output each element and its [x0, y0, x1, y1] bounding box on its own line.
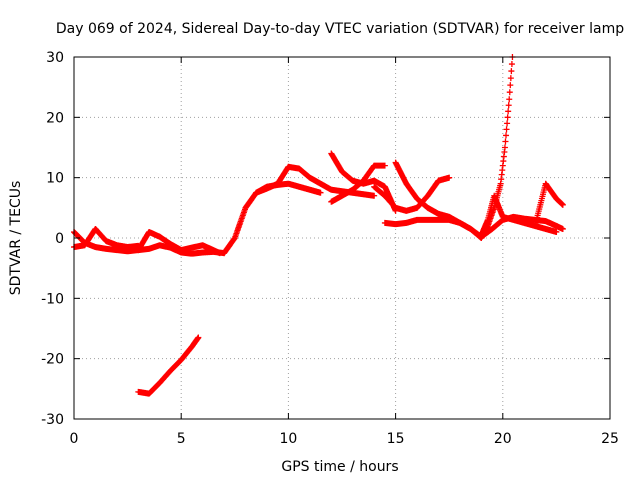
y-tick-label: 20 — [46, 110, 64, 126]
series-track-11 — [371, 174, 453, 214]
y-tick-label: -20 — [41, 352, 64, 368]
x-tick-label: 10 — [279, 431, 297, 447]
series-track-15 — [531, 180, 566, 229]
x-tick-label: 0 — [70, 431, 79, 447]
series-track-14 — [478, 192, 560, 238]
y-tick-label: 10 — [46, 171, 64, 187]
series-track-8 — [328, 162, 388, 205]
series-track-3 — [135, 228, 223, 257]
data-marker-path — [531, 180, 566, 229]
y-tick-label: -30 — [41, 412, 64, 428]
chart-title: Day 069 of 2024, Sidereal Day-to-day VTE… — [56, 21, 624, 37]
data-points — [71, 54, 566, 397]
x-tick-label: 15 — [387, 431, 405, 447]
data-marker-path — [135, 334, 202, 397]
axis-ticks: 0 5 10 15 20 25 -30 -20 -10 0 10 20 30 — [41, 50, 619, 447]
data-marker-path — [371, 174, 453, 214]
data-marker-path — [381, 216, 485, 240]
series-track-6 — [135, 334, 202, 397]
x-tick-label: 5 — [177, 431, 186, 447]
x-tick-label: 25 — [601, 431, 619, 447]
y-tick-label: 30 — [46, 50, 64, 66]
x-tick-label: 20 — [494, 431, 512, 447]
y-axis-label: SDTVAR / TECUs — [8, 181, 24, 296]
y-tick-label: -10 — [41, 291, 64, 307]
x-axis-label: GPS time / hours — [281, 459, 398, 475]
series-track-10 — [381, 216, 485, 240]
grid — [74, 57, 610, 419]
y-tick-label: 0 — [55, 231, 64, 247]
data-marker-path — [478, 192, 560, 238]
data-marker-path — [135, 228, 223, 257]
data-marker-path — [328, 162, 388, 205]
